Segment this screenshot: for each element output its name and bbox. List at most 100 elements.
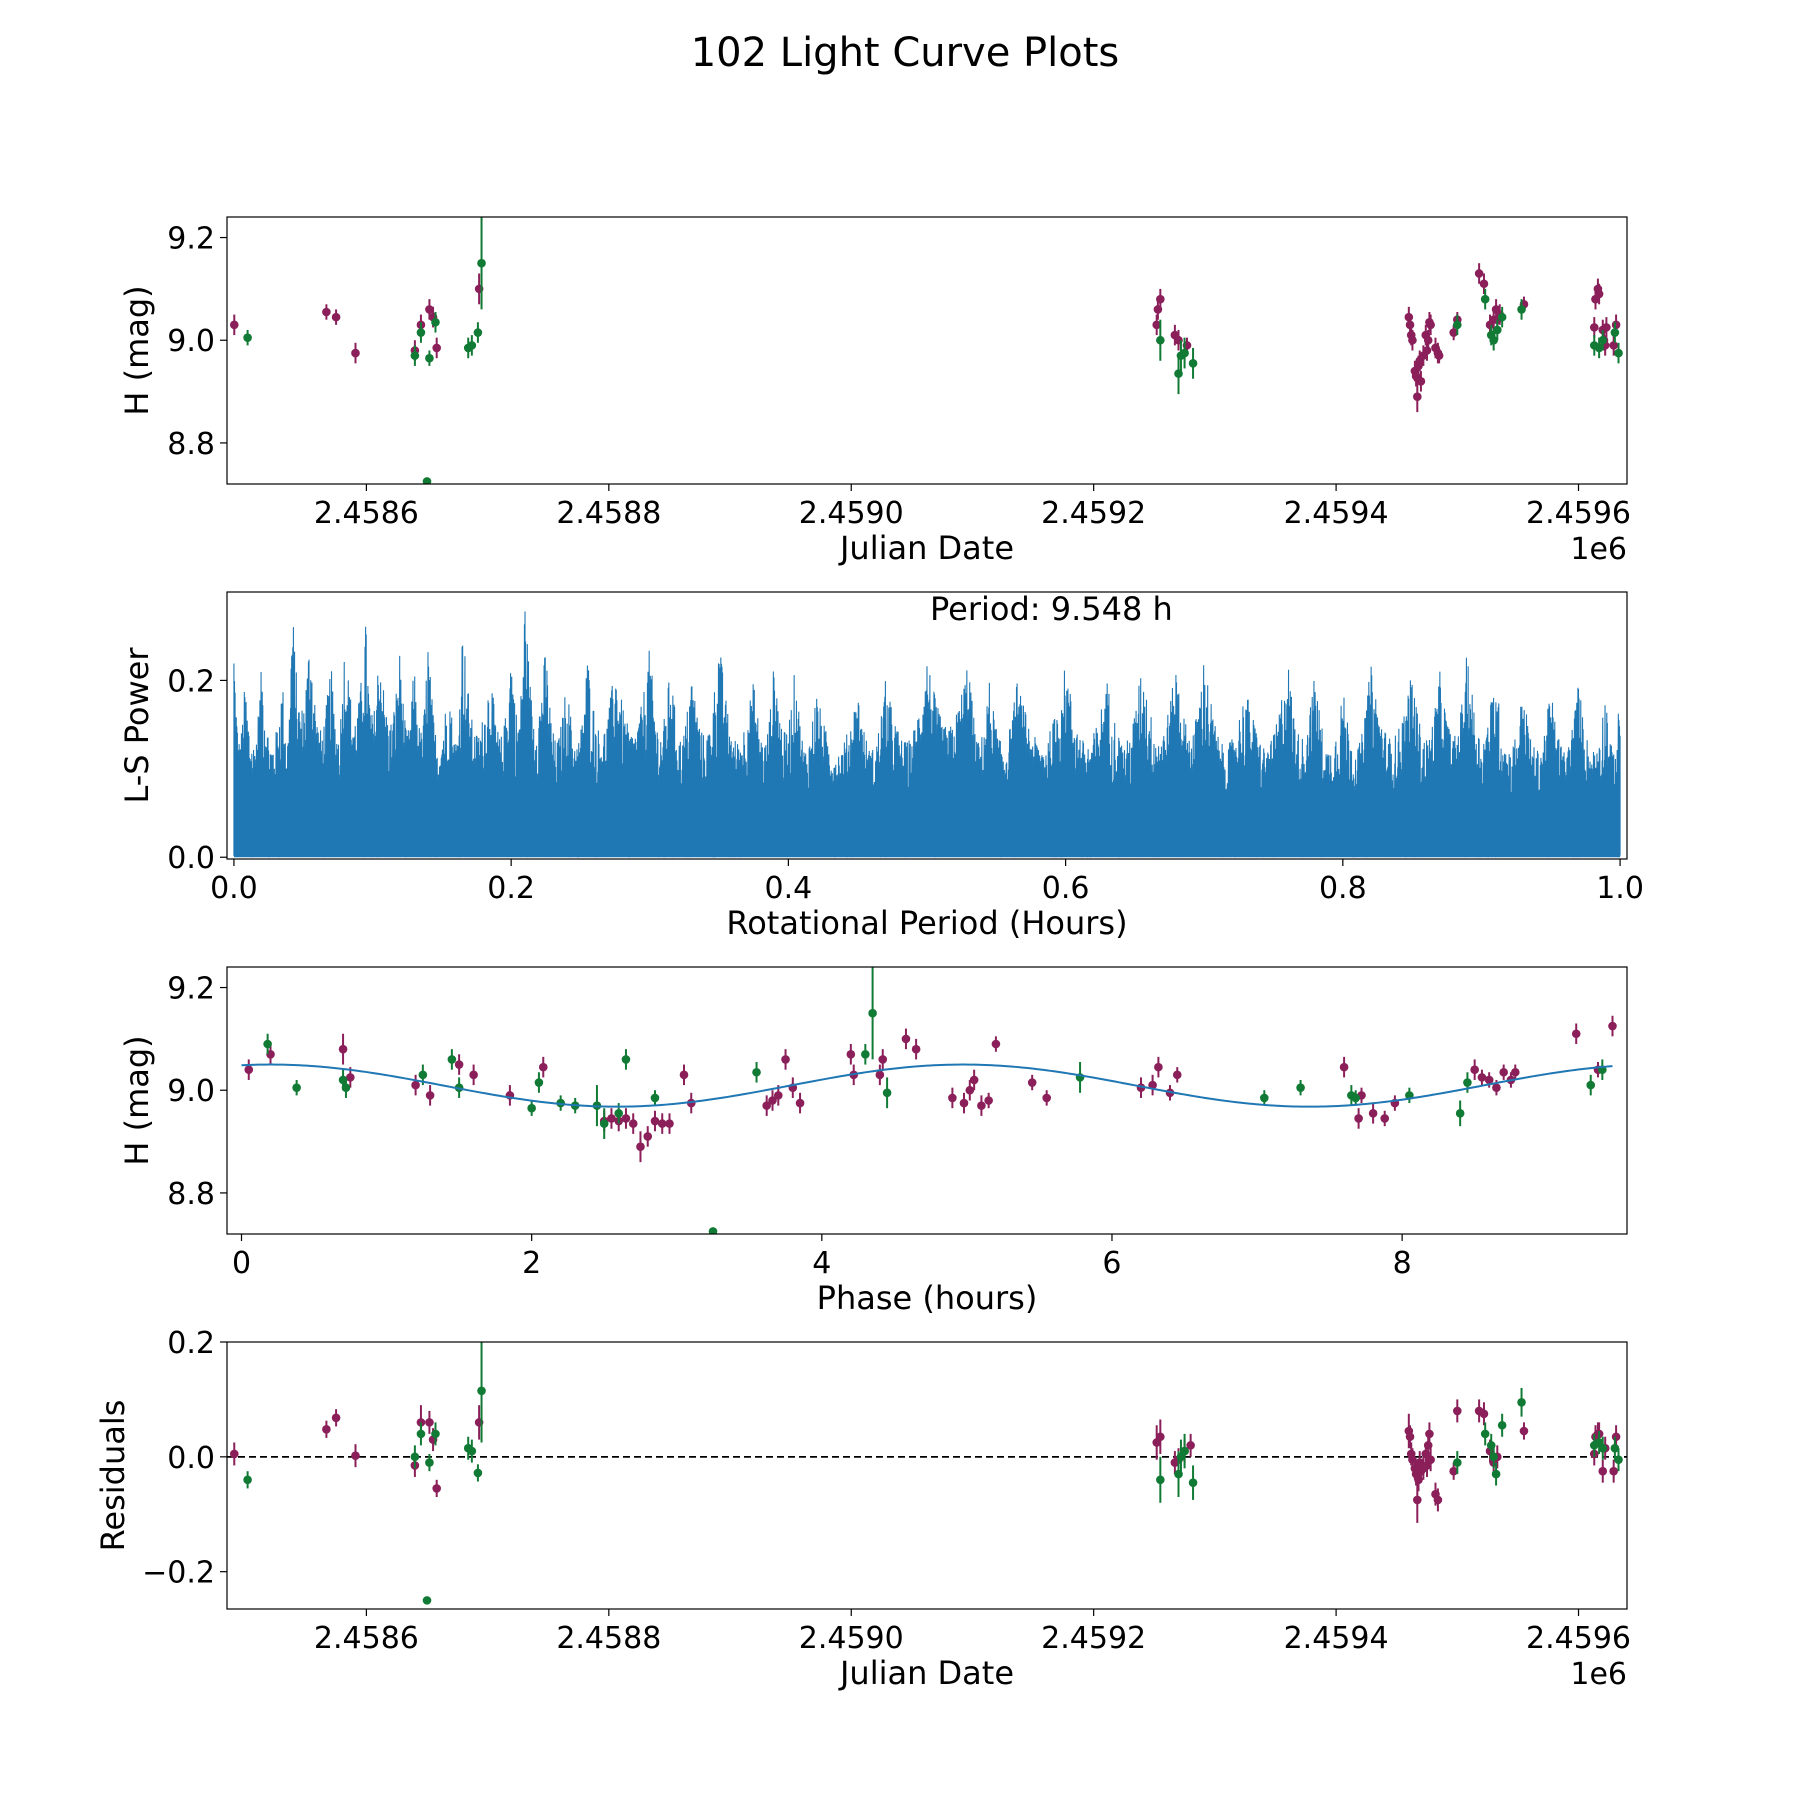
data-point [1433,1495,1443,1505]
data-point [1449,1466,1458,1476]
data-point [1180,1446,1189,1456]
data-point [1492,1083,1501,1092]
data-point [1260,1093,1269,1103]
x-tick-label: 2.4596 [1526,1621,1631,1656]
data-point [621,1114,631,1123]
data-point [781,1055,790,1064]
data-point [1453,1458,1462,1467]
data-point [1489,1452,1498,1462]
x-tick-label: 2.4590 [799,1621,904,1656]
data-point [469,1070,478,1080]
data-point [882,1088,892,1098]
plot-area [229,217,1623,484]
data-point [447,1055,457,1064]
data-point [1027,1078,1037,1087]
data-point [477,258,486,268]
data-point [1405,1432,1415,1442]
data-point [410,1452,420,1462]
data-point [762,1101,771,1110]
data-point [1614,1455,1623,1465]
data-point [229,1449,239,1459]
data-point [1510,1067,1520,1077]
data-point [1517,1397,1526,1407]
data-point [473,1468,483,1478]
data-point [1479,279,1489,289]
y-tick-label: 9.2 [167,222,215,257]
data-point [243,1475,252,1485]
data-point [795,1098,805,1108]
data-point [984,1096,993,1105]
x-axis-label: Julian Date [838,1654,1014,1692]
data-point [621,1055,631,1064]
y-axis-label: H (mag) [118,285,156,415]
x-tick-label: 1.0 [1596,871,1644,906]
series-filter-2 [243,1342,1623,1605]
fit-curve [241,1063,1613,1108]
data-point [538,1062,548,1072]
data-point [1368,1109,1378,1118]
data-point [1517,305,1526,314]
x-tick-label: 2.4596 [1526,496,1631,531]
data-point [1479,1409,1489,1419]
data-point [534,1078,544,1087]
data-point [1426,1455,1435,1465]
data-point [477,1386,486,1396]
data-point [1174,369,1183,378]
data-point [263,1039,272,1049]
x-tick-label: 2.4594 [1284,496,1389,531]
data-point [229,320,239,330]
data-point [425,305,434,314]
x-offset-label: 1e6 [1570,1657,1627,1692]
y-tick-label: 8.8 [167,427,215,462]
plot-frame [226,966,1628,1235]
y-axis-label: L-S Power [118,647,156,804]
data-point [878,1055,888,1064]
data-point [861,1049,870,1059]
data-point [243,333,252,342]
data-point [1413,392,1422,402]
data-point [868,1008,877,1018]
data-point [322,307,331,317]
y-tick-label: 0.0 [167,841,215,876]
data-point [527,1103,536,1113]
data-point [1172,1070,1182,1080]
x-tick-label: 2.4592 [1041,1621,1146,1656]
x-tick-label: 8 [1393,1246,1412,1281]
data-point [959,1098,969,1108]
y-tick-label: 9.0 [167,324,215,359]
x-tick-label: 0.8 [1319,871,1367,906]
data-point [1474,269,1484,278]
data-point [1484,1075,1494,1085]
data-point [708,1227,718,1234]
data-point [1351,1093,1361,1103]
x-tick-label: 6 [1102,1246,1121,1281]
data-point [1416,377,1426,386]
data-point [991,1039,1001,1049]
x-tick-label: 2.4588 [556,1621,661,1656]
data-point [1480,1429,1490,1439]
data-point [1491,1469,1501,1479]
data-point [977,1101,986,1110]
x-tick-label: 2.4592 [1041,496,1146,531]
x-tick-label: 2.4586 [314,496,419,531]
data-point [1426,320,1435,330]
series-filter-2 [263,967,1607,1234]
subplot-1: 2.4586 2.4588 2.4590 2.4592 2.4594 2.4596 8.8 9… [118,216,1631,567]
data-point [1611,1432,1621,1442]
data-point [1156,1432,1165,1442]
subplot-3: 0 2 4 6 8 8.8 9.0 9.2 Phase (hours) H (mag) [118,966,1628,1317]
data-point [1422,346,1432,355]
data-point [454,1060,464,1069]
x-tick-label: 0.0 [210,871,258,906]
y-tick-label: 0.2 [167,1326,215,1361]
data-point [1188,359,1198,368]
data-point [473,328,483,337]
data-point [911,1044,921,1054]
x-tick-label: 2.4588 [556,496,661,531]
data-point [846,1049,856,1059]
data-point [948,1093,957,1103]
y-tick-label: 8.8 [167,1177,215,1212]
data-point [1499,1067,1508,1077]
y-axis-label: H (mag) [118,1035,156,1165]
data-point [331,1413,341,1423]
